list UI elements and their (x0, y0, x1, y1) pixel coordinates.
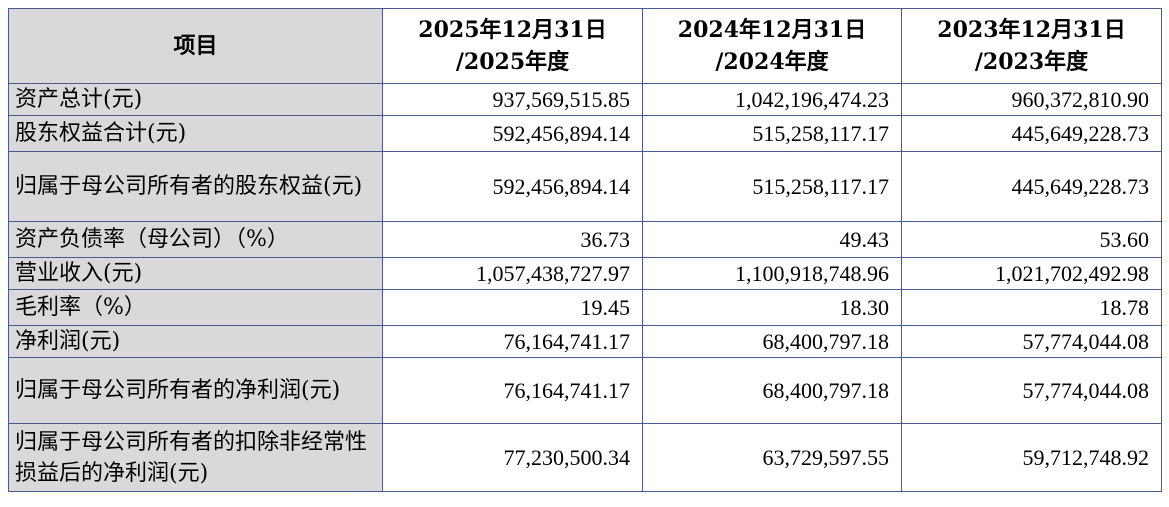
cell-value-2025: 1,057,438,727.97 (382, 257, 643, 290)
cell-value-2025: 937,569,515.85 (382, 83, 643, 116)
table-row-total-equity: 股东权益合计(元) 592,456,894.14 515,258,117.17 … (8, 115, 1162, 152)
header-period-date: 2025年12月31日 (418, 17, 607, 43)
table-row-parent-equity: 归属于母公司所有者的股东权益(元) 592,456,894.14 515,258… (8, 151, 1162, 222)
cell-value-2023: 18.78 (901, 289, 1162, 326)
header-period-2024: 2024年12月31日 /2024年度 (642, 8, 902, 84)
table-row-total-assets: 资产总计(元) 937,569,515.85 1,042,196,474.23 … (8, 83, 1162, 116)
cell-value-2024: 1,100,918,748.96 (642, 257, 902, 290)
table-row-revenue: 营业收入(元) 1,057,438,727.97 1,100,918,748.9… (8, 257, 1162, 290)
row-label: 毛利率（%） (8, 289, 383, 326)
header-label: 项目 (8, 8, 383, 84)
cell-value-2025: 76,164,741.17 (382, 325, 643, 358)
cell-value-2023: 445,649,228.73 (901, 115, 1162, 152)
table-row-adjusted-net-profit: 归属于母公司所有者的扣除非经常性损益后的净利润(元) 77,230,500.34… (8, 423, 1162, 492)
header-period-2025: 2025年12月31日 /2025年度 (382, 8, 643, 84)
cell-value-2024: 515,258,117.17 (642, 115, 902, 152)
row-label: 资产负债率（母公司）（%） (8, 221, 383, 258)
cell-value-2024: 49.43 (642, 221, 902, 258)
row-label: 归属于母公司所有者的扣除非经常性损益后的净利润(元) (8, 423, 383, 492)
cell-value-2023: 57,774,044.08 (901, 325, 1162, 358)
cell-value-2025: 36.73 (382, 221, 643, 258)
cell-value-2025: 592,456,894.14 (382, 151, 643, 222)
cell-value-2024: 515,258,117.17 (642, 151, 902, 222)
header-period-2023: 2023年12月31日 /2023年度 (901, 8, 1162, 84)
row-label: 归属于母公司所有者的股东权益(元) (8, 151, 383, 222)
header-row: 项目 2025年12月31日 /2025年度 2024年12月31日 /2024… (8, 8, 1162, 84)
cell-value-2024: 68,400,797.18 (642, 357, 902, 424)
header-period-date: 2023年12月31日 (937, 17, 1126, 43)
cell-value-2024: 63,729,597.55 (642, 423, 902, 492)
row-label: 资产总计(元) (8, 83, 383, 116)
cell-value-2025: 77,230,500.34 (382, 423, 643, 492)
cell-value-2024: 68,400,797.18 (642, 325, 902, 358)
row-label: 股东权益合计(元) (8, 115, 383, 152)
cell-value-2023: 59,712,748.92 (901, 423, 1162, 492)
cell-value-2025: 592,456,894.14 (382, 115, 643, 152)
row-label: 营业收入(元) (8, 257, 383, 290)
header-period-date: 2024年12月31日 (677, 17, 867, 43)
cell-value-2024: 1,042,196,474.23 (642, 83, 902, 116)
header-period-year: /2025年度 (455, 49, 570, 75)
row-label: 归属于母公司所有者的净利润(元) (8, 357, 383, 424)
table-row-gross-margin: 毛利率（%） 19.45 18.30 18.78 (8, 289, 1162, 326)
header-period-year: /2024年度 (715, 49, 829, 75)
cell-value-2023: 1,021,702,492.98 (901, 257, 1162, 290)
cell-value-2023: 53.60 (901, 221, 1162, 258)
table-row-parent-net-profit: 归属于母公司所有者的净利润(元) 76,164,741.17 68,400,79… (8, 357, 1162, 424)
row-label: 净利润(元) (8, 325, 383, 358)
cell-value-2025: 76,164,741.17 (382, 357, 643, 424)
cell-value-2024: 18.30 (642, 289, 902, 326)
cell-value-2023: 445,649,228.73 (901, 151, 1162, 222)
cell-value-2023: 57,774,044.08 (901, 357, 1162, 424)
header-period-year: /2023年度 (974, 49, 1089, 75)
financial-data-table: 项目 2025年12月31日 /2025年度 2024年12月31日 /2024… (8, 8, 1162, 492)
cell-value-2025: 19.45 (382, 289, 643, 326)
table-row-debt-ratio: 资产负债率（母公司）（%） 36.73 49.43 53.60 (8, 221, 1162, 258)
cell-value-2023: 960,372,810.90 (901, 83, 1162, 116)
table-row-net-profit: 净利润(元) 76,164,741.17 68,400,797.18 57,77… (8, 325, 1162, 358)
